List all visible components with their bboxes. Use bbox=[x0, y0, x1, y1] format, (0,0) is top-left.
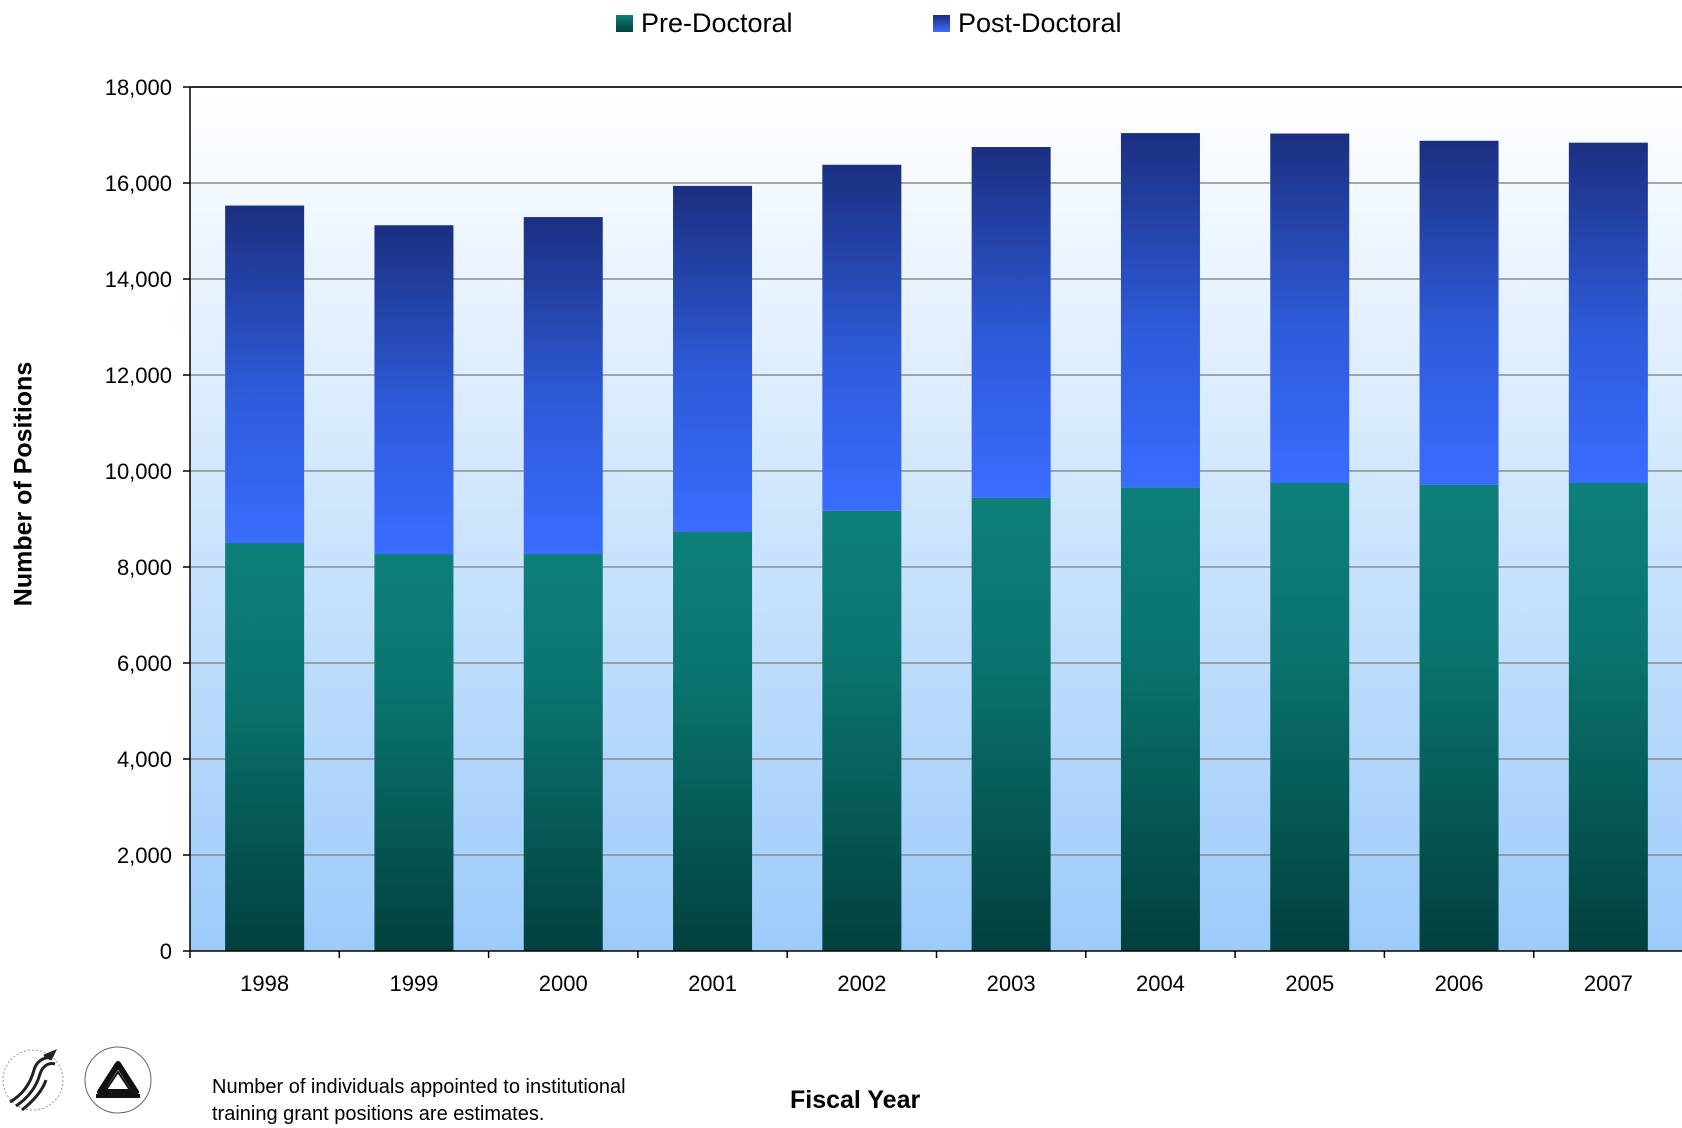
bar-post-doctoral-1998[interactable] bbox=[225, 205, 305, 543]
axes: 0 2,000 4,000 6,000 8,000 10,000 12,000 14,000 1… bbox=[105, 75, 1682, 996]
bar-pre-doctoral-2006[interactable] bbox=[1419, 484, 1499, 951]
x-tick-label: 2007 bbox=[1584, 971, 1633, 996]
footnote: Number of individuals appointed to insti… bbox=[212, 1076, 626, 1125]
legend: Pre-Doctoral Post-Doctoral bbox=[0, 8, 1682, 48]
bar-post-doctoral-2004[interactable] bbox=[1120, 133, 1200, 488]
x-tick-label: 2004 bbox=[1136, 971, 1185, 996]
x-tick-label: 1998 bbox=[240, 971, 289, 996]
y-tick-label: 2,000 bbox=[117, 843, 172, 868]
x-tick-label: 1999 bbox=[389, 971, 438, 996]
bar-pre-doctoral-2004[interactable] bbox=[1120, 487, 1200, 951]
bar-post-doctoral-2001[interactable] bbox=[673, 185, 753, 532]
y-tick-label: 6,000 bbox=[117, 651, 172, 676]
legend-label-post-doctoral: Post-Doctoral bbox=[958, 8, 1122, 38]
legend-swatch-pre-doctoral bbox=[616, 15, 633, 32]
bar-post-doctoral-1999[interactable] bbox=[374, 225, 454, 555]
legend-label-pre-doctoral: Pre-Doctoral bbox=[641, 8, 793, 38]
x-tick-label: 2006 bbox=[1435, 971, 1484, 996]
bar-post-doctoral-2000[interactable] bbox=[523, 217, 603, 555]
y-tick-label: 0 bbox=[160, 939, 172, 964]
legend-swatch-post-doctoral bbox=[933, 15, 950, 32]
x-tick-label: 2000 bbox=[539, 971, 588, 996]
x-tick-label: 2003 bbox=[987, 971, 1036, 996]
eagle-profile-icon bbox=[2, 1049, 64, 1112]
y-axis-label: Number of Positions bbox=[9, 361, 38, 607]
legend-item-post-doctoral[interactable]: Post-Doctoral bbox=[933, 8, 1122, 39]
bar-pre-doctoral-2002[interactable] bbox=[822, 510, 902, 951]
x-tick-label: 2001 bbox=[688, 971, 737, 996]
bar-pre-doctoral-2000[interactable] bbox=[523, 554, 603, 951]
y-tick-label: 4,000 bbox=[117, 747, 172, 772]
y-tick-label: 14,000 bbox=[105, 267, 172, 292]
x-axis-label: Fiscal Year bbox=[790, 1086, 921, 1114]
y-tick-label: 10,000 bbox=[105, 459, 172, 484]
legend-item-pre-doctoral[interactable]: Pre-Doctoral bbox=[616, 8, 793, 39]
bar-post-doctoral-2003[interactable] bbox=[971, 147, 1051, 498]
x-tick-label: 2002 bbox=[837, 971, 886, 996]
bar-pre-doctoral-2007[interactable] bbox=[1568, 483, 1648, 951]
logos bbox=[2, 1046, 152, 1114]
bar-pre-doctoral-1999[interactable] bbox=[374, 554, 454, 951]
bar-pre-doctoral-2005[interactable] bbox=[1270, 483, 1350, 951]
nih-seal-icon bbox=[84, 1046, 152, 1114]
y-tick-label: 16,000 bbox=[105, 171, 172, 196]
y-tick-label: 18,000 bbox=[105, 75, 172, 100]
y-tick-label: 12,000 bbox=[105, 363, 172, 388]
bar-post-doctoral-2005[interactable] bbox=[1270, 133, 1350, 483]
bar-post-doctoral-2007[interactable] bbox=[1568, 142, 1648, 483]
x-tick-label: 2005 bbox=[1285, 971, 1334, 996]
bar-post-doctoral-2002[interactable] bbox=[822, 164, 902, 511]
y-tick-label: 8,000 bbox=[117, 555, 172, 580]
bar-pre-doctoral-1998[interactable] bbox=[225, 543, 305, 951]
bar-pre-doctoral-2001[interactable] bbox=[673, 531, 753, 951]
bar-post-doctoral-2006[interactable] bbox=[1419, 140, 1499, 485]
bar-pre-doctoral-2003[interactable] bbox=[971, 497, 1051, 951]
bars bbox=[225, 133, 1648, 951]
